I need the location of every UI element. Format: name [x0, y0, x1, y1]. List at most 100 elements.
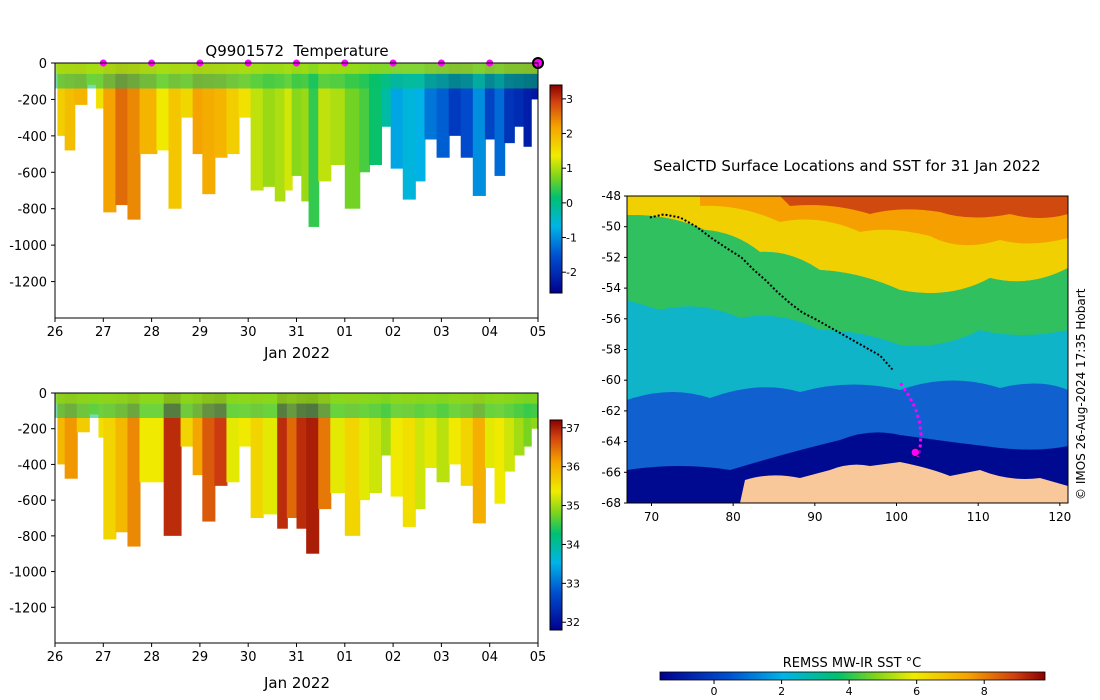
- colorbar-tick-label: 34: [566, 538, 580, 551]
- latest-position-marker: [911, 448, 920, 457]
- profile-column: [381, 63, 392, 127]
- profile-column: [301, 63, 310, 202]
- profile-column: [414, 393, 426, 510]
- y-tick-label: -1000: [9, 566, 47, 581]
- y-tick-label: -1200: [9, 601, 47, 616]
- profile-column: [523, 63, 532, 147]
- x-tick-label: 02: [385, 325, 402, 340]
- map-y-tick-label: -56: [601, 312, 621, 326]
- temperature-title: Q9901572 Temperature: [205, 42, 388, 60]
- profile-column: [291, 63, 303, 176]
- sst-colorbar-label: REMSS MW-IR SST °C: [783, 656, 922, 671]
- colorbar-tick-label: 3: [566, 93, 573, 106]
- map-y-tick-label: -50: [601, 220, 621, 234]
- profile-column: [250, 393, 264, 518]
- salinity-y-ticks: 0 -200 -400 -600 -800 -1000 -1200: [9, 387, 55, 616]
- profile-column: [472, 63, 486, 196]
- sst-green-band: [627, 214, 1068, 346]
- profile-column: [127, 393, 141, 547]
- surface-band: [55, 63, 538, 74]
- salinity-panel: 0 -200 -400 -600 -800 -1000 -1200 26 27 28 29 30 31…: [9, 387, 580, 692]
- x-tick-label: 31: [288, 650, 305, 665]
- y-tick-label: -600: [17, 494, 47, 509]
- profile-column: [168, 63, 182, 209]
- x-tick-label: 28: [143, 650, 160, 665]
- map-credit: © IMOS 26-Aug-2024 17:35 Hobart: [1074, 288, 1088, 500]
- profile-column: [250, 63, 264, 191]
- profile-column: [513, 63, 525, 127]
- profile-column: [344, 63, 361, 209]
- subsurface-band: [55, 73, 538, 89]
- x-tick-label: 27: [95, 650, 112, 665]
- x-tick-label: 01: [337, 650, 354, 665]
- profile-column: [484, 63, 496, 140]
- temperature-xlabel: Jan 2022: [263, 344, 330, 362]
- temperature-profiles: [57, 63, 538, 227]
- map-y-tick-label: -64: [601, 435, 621, 449]
- profile-column: [390, 63, 404, 169]
- profile-column: [286, 393, 298, 518]
- temperature-colorbar: [549, 84, 563, 294]
- map-y-tick-label: -52: [601, 250, 621, 264]
- x-tick-label: 28: [143, 325, 160, 340]
- y-tick-label: -200: [17, 93, 47, 108]
- salinity-xlabel: Jan 2022: [263, 674, 330, 692]
- map-y-tick-label: -54: [601, 281, 621, 295]
- sst-colorbar-tick-label: 8: [981, 685, 988, 698]
- salinity-colorbar: [549, 419, 563, 631]
- x-tick-label: 27: [95, 325, 112, 340]
- y-tick-label: -400: [17, 130, 47, 145]
- y-tick-label: -800: [17, 203, 47, 218]
- map-x-tick-label: 100: [885, 510, 908, 524]
- profile-column: [359, 393, 370, 501]
- antarctic-land: [740, 462, 1068, 503]
- salinity-surface-layer: [55, 393, 538, 418]
- profile-column: [359, 63, 370, 173]
- colorbar-tick-label: -2: [566, 266, 577, 279]
- temperature-surface-layer: [55, 63, 538, 89]
- profile-column: [103, 63, 117, 213]
- sst-field: [627, 196, 1068, 503]
- profile-column: [414, 63, 426, 182]
- profile-column: [192, 393, 204, 476]
- sst-map-panel: SealCTD Surface Locations and SST for 31…: [601, 157, 1088, 698]
- x-tick-label: 03: [433, 325, 450, 340]
- x-tick-label: 05: [530, 325, 547, 340]
- profile-column: [381, 393, 392, 456]
- salinity-x-ticks: 26 27 28 29 30 31 01 02 03 04 05: [47, 643, 546, 665]
- profile-column: [296, 393, 308, 529]
- profile-column: [127, 63, 141, 220]
- x-tick-label: 29: [192, 325, 209, 340]
- colorbar-tick-label: -1: [566, 232, 577, 245]
- subsurface-band: [55, 403, 538, 418]
- map-y-tick-label: -62: [601, 404, 621, 418]
- map-y-tick-label: -60: [601, 373, 621, 387]
- temperature-colorbar-ticks: 3 2 1 0 -1 -2: [562, 93, 577, 279]
- seal-track-past: [649, 213, 894, 371]
- map-y-ticks: -48 -50 -52 -54 -56 -58 -60 -62 -64 -66 -68: [601, 189, 627, 510]
- colorbar-tick-label: 32: [566, 616, 580, 629]
- temperature-x-ticks: 26 27 28 29 30 31 01 02 03 04 05: [47, 318, 547, 340]
- profile-column: [306, 393, 320, 554]
- profile-column: [472, 393, 486, 524]
- sst-colorbar-tick-label: 2: [778, 685, 785, 698]
- colorbar-tick-label: 0: [566, 197, 573, 210]
- sst-colorbar-tick-label: 4: [846, 685, 853, 698]
- profile-column: [402, 63, 416, 200]
- x-tick-label: 04: [481, 650, 498, 665]
- profile-column: [115, 393, 129, 533]
- y-tick-label: -1200: [9, 276, 47, 291]
- colorbar-tick-label: 35: [566, 500, 580, 513]
- profile-column: [513, 393, 525, 456]
- colorbar-tick-label: 1: [566, 162, 573, 175]
- map-y-tick-label: -68: [601, 496, 621, 510]
- profile-column: [402, 393, 416, 527]
- y-tick-label: -600: [17, 166, 47, 181]
- y-tick-label: 0: [39, 387, 47, 402]
- profile-column: [277, 393, 288, 529]
- x-tick-label: 03: [433, 650, 450, 665]
- profile-column: [318, 63, 332, 182]
- map-x-tick-label: 80: [726, 510, 741, 524]
- map-y-tick-label: -58: [601, 343, 621, 357]
- colorbar-tick-label: 33: [566, 577, 580, 590]
